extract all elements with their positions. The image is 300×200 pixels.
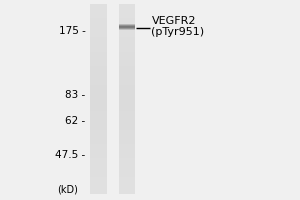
Text: 47.5 -: 47.5 - [55, 150, 85, 160]
Text: 83 -: 83 - [65, 90, 85, 100]
Text: (pTyr951): (pTyr951) [152, 27, 205, 37]
Text: 175 -: 175 - [58, 26, 85, 36]
Text: 62 -: 62 - [65, 116, 85, 126]
Text: (kD): (kD) [57, 184, 78, 194]
Text: VEGFR2: VEGFR2 [152, 16, 196, 26]
